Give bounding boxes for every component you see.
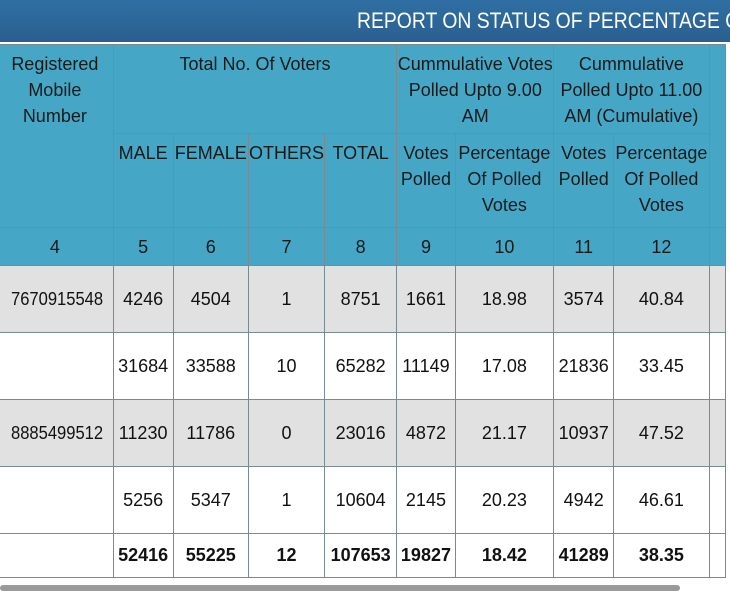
table-row: 7670915548 4246 4504 1 8751 1661 18.98 3… [0,265,727,333]
cell-votes-polled-9: 2145 [396,466,456,534]
cell-pct-9: 17.08 [454,332,555,400]
cell-votes-polled-11: 21836 [553,332,615,400]
header-pct-11: Percentage Of Polled Votes [613,133,710,228]
cell-total: 65282 [323,332,398,400]
cell-total: 10604 [323,466,398,534]
cell-pct-9: 18.98 [454,265,555,333]
column-number: 10 [454,227,555,266]
cell-cut [708,466,727,534]
cell-female: 33588 [172,332,249,400]
total-male: 52416 [112,533,174,578]
total-female: 55225 [172,533,249,578]
cell-pct-11: 46.61 [613,466,710,534]
cell-pct-9: 21.17 [454,399,555,467]
header-registered-mobile: Registered Mobile Number [0,44,114,228]
column-number: 6 [172,227,249,266]
cell-cut [708,399,727,467]
totals-row: 52416 55225 12 107653 19827 18.42 41289 … [0,533,727,578]
cell-votes-polled-11: 10937 [553,399,615,467]
cell-total: 8751 [323,265,398,333]
cell-votes-polled-11: 4942 [553,466,615,534]
cell-cut [708,265,727,333]
cell-others: 1 [247,466,326,534]
cell-male: 11230 [112,399,174,467]
cell-male: 31684 [112,332,174,400]
cell-cut [708,332,727,400]
header-votes-polled-11: Votes Polled [553,133,615,228]
cell-votes-polled-9: 11149 [396,332,456,400]
cell-mobile: 8885499512 [0,399,114,467]
cell-mobile: 7670915548 [0,265,114,333]
cell-votes-polled-9: 1661 [396,265,456,333]
column-number: 5 [112,227,174,266]
cell-pct-11: 40.84 [613,265,710,333]
cell-pct-11: 47.52 [613,399,710,467]
header-total: TOTAL [323,133,398,228]
header-male: MALE [112,133,174,228]
cell-pct-9: 20.23 [454,466,555,534]
header-total-voters: Total No. Of Voters [112,44,398,134]
column-number: 4 [0,227,114,266]
cell-male: 5256 [112,466,174,534]
column-number: 7 [247,227,326,266]
column-number-cut [708,227,727,266]
cell-male: 4246 [112,265,174,333]
header-cum-9: Cummulative Votes Polled Upto 9.00 AM [396,44,555,134]
cell-votes-polled-11: 3574 [553,265,615,333]
total-pct-9: 18.42 [454,533,555,578]
cell-mobile [0,466,114,534]
column-number: 11 [553,227,615,266]
header-votes-polled-9: Votes Polled [396,133,456,228]
cell-others: 0 [247,399,326,467]
cell-mobile [0,332,114,400]
table-row: 5256 5347 1 10604 2145 20.23 4942 46.61 [0,466,727,534]
header-row-1: Registered Mobile Number Total No. Of Vo… [0,44,727,228]
report-title-bar: REPORT ON STATUS OF PERCENTAGE OF I [0,0,730,44]
header-pct-9: Percentage Of Polled Votes [454,133,555,228]
cell-others: 1 [247,265,326,333]
column-number-row: 4 5 6 7 8 9 10 11 12 [0,227,727,266]
cell-cut [708,533,727,578]
total-others: 12 [247,533,326,578]
cell-pct-11: 33.45 [613,332,710,400]
table-row: 8885499512 11230 11786 0 23016 4872 21.1… [0,399,727,467]
header-next-cut [708,44,727,228]
cell-others: 10 [247,332,326,400]
cell-female: 5347 [172,466,249,534]
total-votes-polled-9: 19827 [396,533,456,578]
report-table: Registered Mobile Number Total No. Of Vo… [0,44,727,578]
header-others: OTHERS [247,133,326,228]
column-number: 8 [323,227,398,266]
column-number: 12 [613,227,710,266]
cell-total: 23016 [323,399,398,467]
cell-female: 11786 [172,399,249,467]
report-title: REPORT ON STATUS OF PERCENTAGE OF I [357,8,730,33]
cell-female: 4504 [172,265,249,333]
column-number: 9 [396,227,456,266]
header-female: FEMALE [172,133,249,228]
total-total: 107653 [323,533,398,578]
header-cum-11: Cummulative Polled Upto 11.00 AM (Cumula… [553,44,710,134]
total-votes-polled-11: 41289 [553,533,615,578]
table-row: 31684 33588 10 65282 11149 17.08 21836 3… [0,332,727,400]
horizontal-scrollbar[interactable] [0,585,680,591]
cell-votes-polled-9: 4872 [396,399,456,467]
cell-mobile [0,533,114,578]
total-pct-11: 38.35 [613,533,710,578]
header-row-2: MALE FEMALE OTHERS TOTAL Votes Polled Pe… [0,133,726,228]
